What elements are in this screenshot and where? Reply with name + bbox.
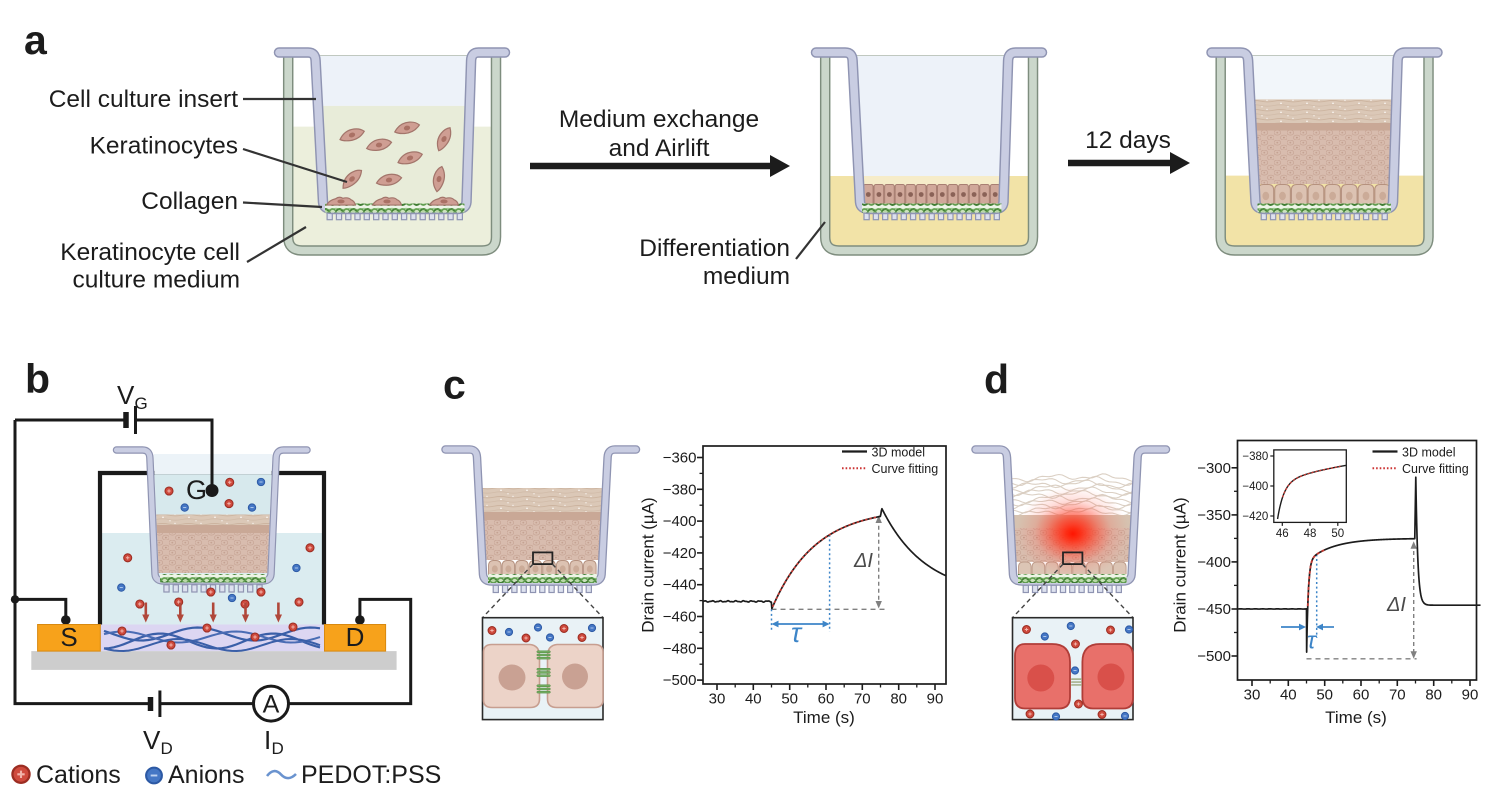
svg-text:90: 90 — [927, 691, 944, 708]
svg-text:Drain current (µA): Drain current (µA) — [639, 497, 658, 632]
svg-text:−420: −420 — [1242, 511, 1268, 523]
svg-text:ΔI: ΔI — [1386, 594, 1406, 616]
svg-text:V: V — [143, 725, 161, 755]
svg-text:−500: −500 — [1197, 648, 1231, 665]
svg-text:Curve fitting: Curve fitting — [1402, 462, 1469, 476]
svg-text:Differentiation: Differentiation — [639, 235, 790, 262]
svg-text:−360: −360 — [663, 450, 697, 467]
svg-text:Cations: Cations — [36, 761, 121, 789]
svg-text:30: 30 — [1244, 687, 1261, 704]
svg-text:D: D — [272, 739, 284, 758]
svg-text:Drain current (µA): Drain current (µA) — [1171, 497, 1190, 632]
svg-text:−380: −380 — [663, 481, 697, 498]
svg-text:60: 60 — [1353, 687, 1370, 704]
svg-text:−500: −500 — [663, 672, 697, 689]
svg-text:12 days: 12 days — [1085, 127, 1171, 154]
svg-text:−480: −480 — [663, 640, 697, 657]
svg-text:48: 48 — [1304, 528, 1317, 540]
svg-text:30: 30 — [709, 691, 726, 708]
svg-text:D: D — [346, 622, 365, 652]
svg-text:50: 50 — [1331, 528, 1344, 540]
svg-text:τ: τ — [1307, 628, 1318, 655]
svg-text:−440: −440 — [663, 577, 697, 594]
svg-text:−450: −450 — [1197, 601, 1231, 618]
svg-text:G: G — [135, 394, 148, 413]
svg-text:Keratinocytes: Keratinocytes — [90, 133, 238, 160]
svg-text:Medium exchange: Medium exchange — [559, 106, 759, 133]
svg-text:50: 50 — [1316, 687, 1333, 704]
svg-text:−400: −400 — [663, 513, 697, 530]
svg-text:3D model: 3D model — [1402, 445, 1456, 459]
svg-text:70: 70 — [1389, 687, 1406, 704]
svg-text:−460: −460 — [663, 609, 697, 626]
svg-text:S: S — [60, 622, 77, 652]
svg-text:culture medium: culture medium — [73, 267, 240, 294]
svg-text:40: 40 — [1280, 687, 1297, 704]
svg-text:Collagen: Collagen — [141, 188, 238, 215]
svg-text:80: 80 — [890, 691, 907, 708]
svg-text:c: c — [443, 361, 466, 407]
svg-text:40: 40 — [745, 691, 762, 708]
svg-text:60: 60 — [818, 691, 835, 708]
svg-text:Cell culture insert: Cell culture insert — [49, 86, 238, 113]
svg-text:A: A — [263, 691, 280, 719]
svg-text:G: G — [186, 475, 207, 505]
svg-text:80: 80 — [1425, 687, 1442, 704]
svg-text:−400: −400 — [1242, 481, 1268, 493]
svg-text:I: I — [264, 725, 271, 755]
svg-text:V: V — [117, 380, 135, 410]
svg-text:ΔI: ΔI — [853, 550, 873, 572]
svg-text:Time (s): Time (s) — [1325, 708, 1387, 727]
svg-text:Anions: Anions — [168, 761, 244, 789]
svg-text:PEDOT:PSS: PEDOT:PSS — [301, 761, 441, 789]
svg-text:46: 46 — [1276, 528, 1289, 540]
svg-text:Time (s): Time (s) — [793, 708, 855, 727]
svg-text:D: D — [161, 739, 173, 758]
svg-text:Curve fitting: Curve fitting — [872, 462, 939, 476]
svg-text:a: a — [24, 17, 48, 63]
svg-text:−380: −380 — [1242, 451, 1268, 463]
svg-text:τ: τ — [791, 618, 803, 648]
svg-text:b: b — [25, 356, 50, 402]
svg-text:−350: −350 — [1197, 507, 1231, 524]
svg-text:50: 50 — [781, 691, 798, 708]
svg-text:−400: −400 — [1197, 554, 1231, 571]
svg-text:and Airlift: and Airlift — [609, 135, 710, 162]
svg-text:70: 70 — [854, 691, 871, 708]
svg-text:−420: −420 — [663, 545, 697, 562]
svg-text:3D model: 3D model — [872, 445, 926, 459]
svg-text:Keratinocyte cell: Keratinocyte cell — [60, 239, 240, 266]
svg-text:d: d — [984, 356, 1009, 402]
svg-text:90: 90 — [1462, 687, 1479, 704]
svg-text:−300: −300 — [1197, 460, 1231, 477]
svg-text:medium: medium — [703, 263, 790, 290]
